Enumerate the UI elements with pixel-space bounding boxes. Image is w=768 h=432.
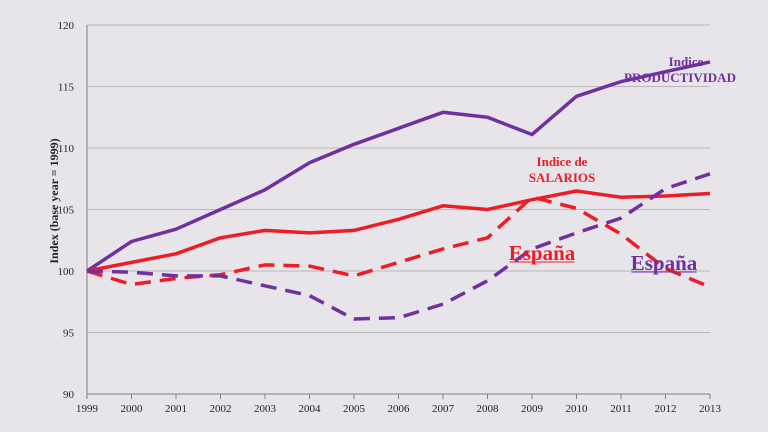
x-tick-label: 2009 <box>521 403 544 415</box>
annotation-label: Indice <box>669 54 704 69</box>
x-tick-label: 1999 <box>76 403 99 415</box>
annotation-label: España <box>631 251 698 275</box>
x-tick-label: 2008 <box>477 403 500 415</box>
annotation-label: SALARIOS <box>529 170 595 185</box>
series-line-3 <box>86 172 711 321</box>
x-tick-label: 2007 <box>432 403 455 415</box>
y-tick-label: 120 <box>58 20 75 32</box>
x-tick-label: 2013 <box>699 403 722 415</box>
series-lines <box>86 60 711 321</box>
axes <box>86 25 711 399</box>
x-tick-label: 2004 <box>299 403 322 415</box>
series-line-1 <box>86 189 711 273</box>
annotation-label: Indice de <box>537 154 588 169</box>
y-tick-label: 105 <box>58 205 75 217</box>
x-tick-label: 2000 <box>121 403 144 415</box>
annotation-label: PRODUCTIVIDAD <box>624 70 736 85</box>
y-axis-label: Index (base year = 1999) <box>47 138 61 263</box>
annotation-label: España <box>509 241 576 265</box>
tick-labels: 90 95 100 105 110 115 120 1999 2000 2001 2002 2003 2… <box>58 20 722 415</box>
x-tick-label: 2003 <box>254 403 277 415</box>
x-tick-label: 2005 <box>343 403 366 415</box>
y-tick-label: 115 <box>58 82 75 94</box>
y-tick-label: 100 <box>58 266 75 278</box>
x-tick-label: 2012 <box>655 403 677 415</box>
gridlines <box>87 24 710 333</box>
y-tick-label: 95 <box>63 328 75 340</box>
x-tick-label: 2002 <box>210 403 232 415</box>
x-tick-label: 2011 <box>610 403 632 415</box>
x-tick-label: 2001 <box>165 403 187 415</box>
series-line-2 <box>86 195 711 289</box>
series-line-0 <box>86 60 711 273</box>
x-tick-label: 2010 <box>566 403 589 415</box>
x-tick-label: 2006 <box>388 403 411 415</box>
y-tick-label: 110 <box>58 143 75 155</box>
y-tick-label: 90 <box>63 389 75 401</box>
